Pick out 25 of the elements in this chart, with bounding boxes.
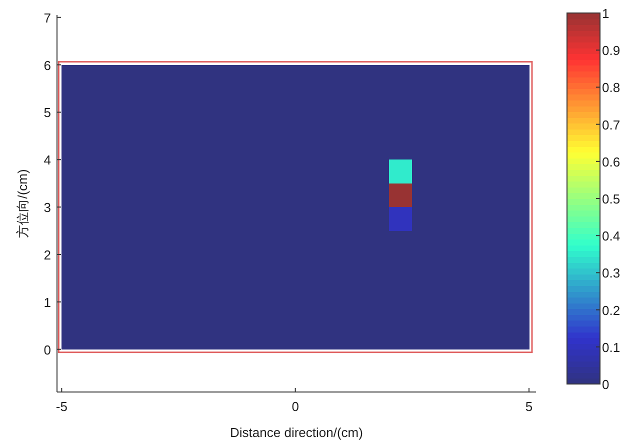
y-tick-label: 0 <box>44 342 51 358</box>
color-bar-label: 0.3 <box>602 266 620 281</box>
color-bar-label: 0.6 <box>602 154 620 170</box>
color-bar-label: 0.8 <box>602 80 620 96</box>
color-bar-label: 0.7 <box>602 117 620 132</box>
x-tick-label: 5 <box>525 399 533 414</box>
color-bar-label: 0.4 <box>602 228 620 244</box>
x-axis-title: Distance direction/(cm) <box>230 425 363 440</box>
y-tick-label: 5 <box>44 105 51 120</box>
color-bar-label: 0.9 <box>602 43 620 58</box>
colorbar: 0 0.1 0.2 0.3 0.4 0.5 0.6 0.7 0.8 0.9 1 <box>566 6 620 392</box>
color-bar-label: 0.5 <box>602 192 620 206</box>
x-tick-label: -5 <box>56 399 68 414</box>
y-tick-label: 4 <box>44 152 51 168</box>
x-tick-label: 0 <box>292 399 299 414</box>
color-bar-label: 0 <box>602 377 610 392</box>
y-tick-label: 6 <box>44 58 51 73</box>
color-bar-label: 0.2 <box>602 302 620 318</box>
color-bar-label: 1 <box>602 6 610 21</box>
y-tick-label: 3 <box>44 200 51 216</box>
y-tick-label: 2 <box>44 247 51 262</box>
y-tick-label: 7 <box>44 10 51 26</box>
color-bar-label: 0.1 <box>602 340 620 355</box>
y-axis-title: 方位向/(cm) <box>15 169 30 238</box>
y-tick-label: 1 <box>44 294 51 310</box>
